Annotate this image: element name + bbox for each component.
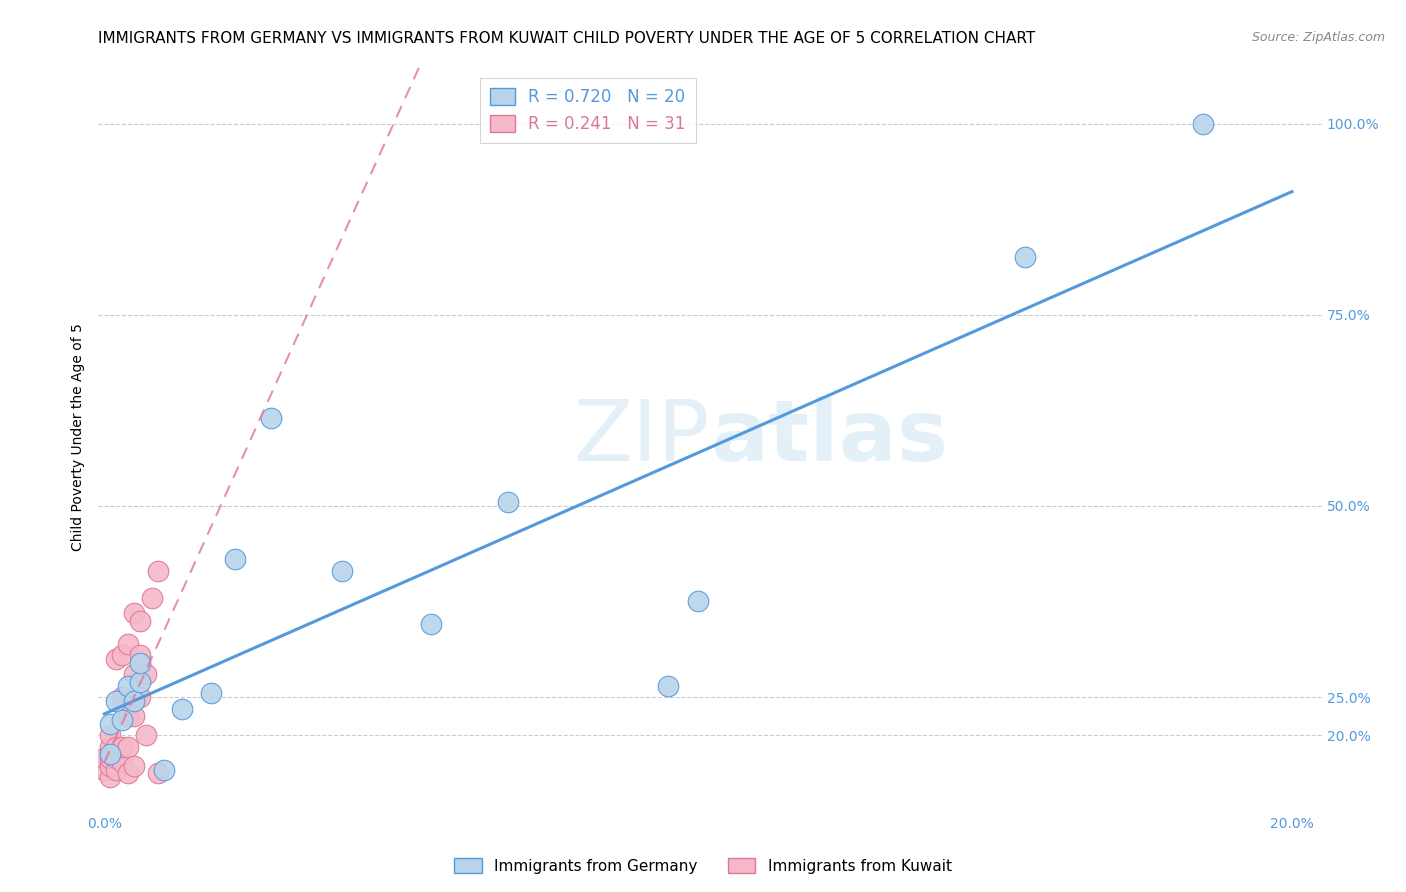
Point	[117, 679, 139, 693]
Point	[146, 564, 169, 578]
Point	[93, 751, 115, 765]
Point	[98, 739, 121, 754]
Point	[122, 759, 145, 773]
Point	[1192, 117, 1215, 131]
Point	[129, 690, 152, 704]
Point	[117, 709, 139, 723]
Point	[122, 709, 145, 723]
Point	[688, 594, 710, 608]
Point	[146, 766, 169, 780]
Point	[129, 614, 152, 628]
Point	[135, 728, 157, 742]
Point	[111, 713, 134, 727]
Point	[111, 739, 134, 754]
Point	[129, 656, 152, 670]
Text: atlas: atlas	[710, 395, 948, 479]
Point	[98, 747, 121, 762]
Point	[657, 679, 679, 693]
Point	[117, 636, 139, 650]
Point	[111, 755, 134, 769]
Point	[98, 770, 121, 784]
Point	[200, 686, 222, 700]
Point	[170, 701, 193, 715]
Legend: Immigrants from Germany, Immigrants from Kuwait: Immigrants from Germany, Immigrants from…	[449, 852, 957, 880]
Point	[1014, 251, 1036, 265]
Point	[420, 617, 443, 632]
Point	[122, 606, 145, 620]
Point	[93, 763, 115, 777]
Text: IMMIGRANTS FROM GERMANY VS IMMIGRANTS FROM KUWAIT CHILD POVERTY UNDER THE AGE OF: IMMIGRANTS FROM GERMANY VS IMMIGRANTS FR…	[98, 31, 1036, 46]
Legend: R = 0.720   N = 20, R = 0.241   N = 31: R = 0.720 N = 20, R = 0.241 N = 31	[479, 78, 696, 143]
Text: ZIP: ZIP	[574, 395, 710, 479]
Text: Source: ZipAtlas.com: Source: ZipAtlas.com	[1251, 31, 1385, 45]
Point	[105, 694, 128, 708]
Point	[105, 751, 128, 765]
Point	[496, 495, 519, 509]
Point	[330, 564, 353, 578]
Y-axis label: Child Poverty Under the Age of 5: Child Poverty Under the Age of 5	[70, 323, 84, 551]
Point	[129, 674, 152, 689]
Point	[122, 667, 145, 681]
Point	[141, 591, 163, 605]
Point	[117, 739, 139, 754]
Point	[105, 763, 128, 777]
Point	[117, 766, 139, 780]
Point	[259, 411, 281, 425]
Point	[122, 694, 145, 708]
Point	[98, 728, 121, 742]
Point	[224, 552, 246, 566]
Point	[111, 648, 134, 662]
Point	[98, 759, 121, 773]
Point	[152, 763, 174, 777]
Point	[98, 716, 121, 731]
Point	[135, 667, 157, 681]
Point	[105, 739, 128, 754]
Point	[105, 652, 128, 666]
Point	[111, 690, 134, 704]
Point	[98, 751, 121, 765]
Point	[129, 648, 152, 662]
